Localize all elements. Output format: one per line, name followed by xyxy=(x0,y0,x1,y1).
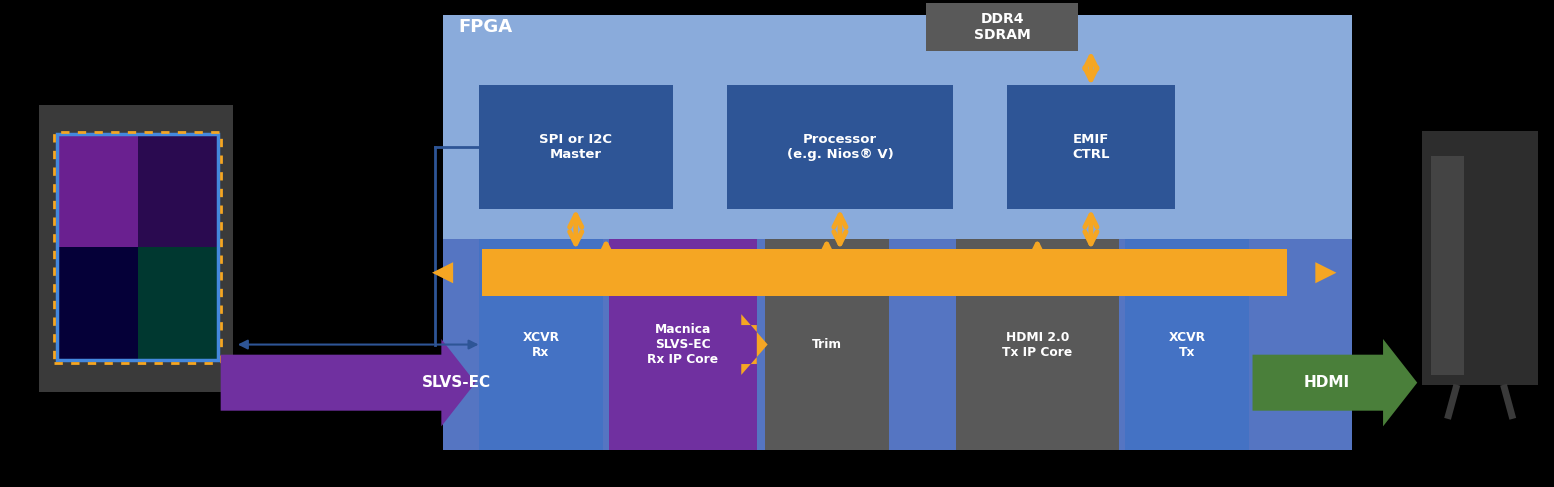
Text: Processor
(e.g. Nios® V): Processor (e.g. Nios® V) xyxy=(786,133,894,161)
Text: HDMI: HDMI xyxy=(1304,375,1350,390)
FancyBboxPatch shape xyxy=(443,239,1352,450)
FancyBboxPatch shape xyxy=(1431,156,1464,375)
FancyBboxPatch shape xyxy=(765,239,889,450)
FancyBboxPatch shape xyxy=(956,239,1119,450)
Text: DDR4
SDRAM: DDR4 SDRAM xyxy=(974,12,1030,42)
Text: Trim: Trim xyxy=(811,338,842,351)
FancyBboxPatch shape xyxy=(727,85,953,209)
Text: XCVR
Rx: XCVR Rx xyxy=(522,331,559,358)
Polygon shape xyxy=(221,339,476,427)
Text: EMIF
CTRL: EMIF CTRL xyxy=(1072,133,1110,161)
Text: HDMI 2.0
Tx IP Core: HDMI 2.0 Tx IP Core xyxy=(1002,331,1072,358)
Text: SLVS-EC: SLVS-EC xyxy=(423,375,491,390)
FancyBboxPatch shape xyxy=(926,3,1078,51)
Text: XCVR
Tx: XCVR Tx xyxy=(1169,331,1206,358)
FancyBboxPatch shape xyxy=(1125,239,1249,450)
FancyBboxPatch shape xyxy=(57,247,138,360)
FancyBboxPatch shape xyxy=(1007,85,1175,209)
Text: FPGA: FPGA xyxy=(458,18,513,36)
FancyBboxPatch shape xyxy=(39,105,233,392)
FancyBboxPatch shape xyxy=(479,239,603,450)
FancyBboxPatch shape xyxy=(482,249,1287,296)
FancyBboxPatch shape xyxy=(479,85,673,209)
FancyBboxPatch shape xyxy=(138,134,218,247)
FancyBboxPatch shape xyxy=(1422,131,1538,385)
FancyBboxPatch shape xyxy=(443,15,1352,450)
FancyBboxPatch shape xyxy=(57,134,138,247)
Polygon shape xyxy=(1253,339,1417,427)
Polygon shape xyxy=(741,314,768,375)
Text: SPI or I2C
Master: SPI or I2C Master xyxy=(539,133,612,161)
FancyBboxPatch shape xyxy=(138,247,218,360)
Text: Macnica
SLVS-EC
Rx IP Core: Macnica SLVS-EC Rx IP Core xyxy=(648,323,718,366)
FancyBboxPatch shape xyxy=(609,239,757,450)
